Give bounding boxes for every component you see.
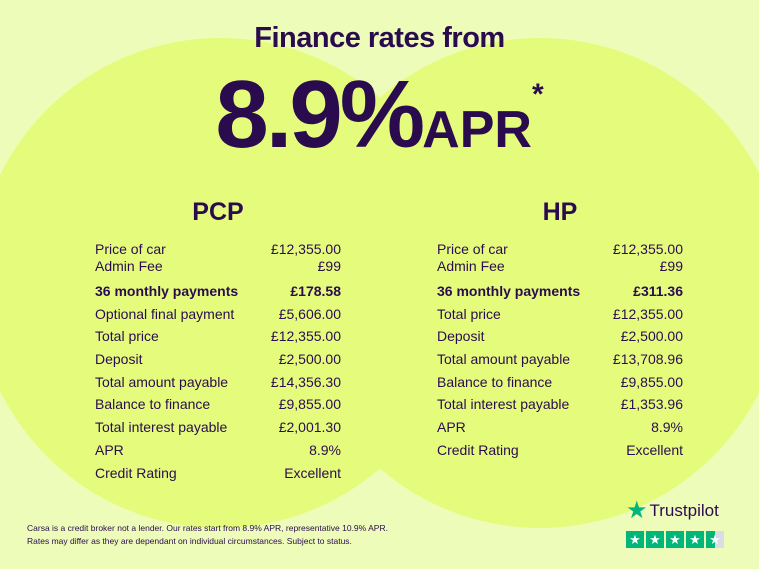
star-icon: ★ <box>686 531 704 548</box>
trustpilot-star-icon: ★ <box>626 497 648 524</box>
disclaimer-line: Rates may differ as they are dependant o… <box>27 536 352 546</box>
row-label: Total interest payable <box>95 419 228 436</box>
row-value: £9,855.00 <box>278 396 341 413</box>
table-row: Total price £12,355.00 <box>95 325 341 348</box>
hp-title: HP <box>542 198 578 226</box>
row-value: 8.9% <box>651 419 683 436</box>
row-value: £5,606.00 <box>278 305 341 322</box>
row-label: Admin Fee <box>437 258 505 274</box>
pcp-title: PCP <box>192 198 244 226</box>
row-value: £12,355.00 <box>270 328 341 345</box>
row-value: £9,855.00 <box>620 373 683 390</box>
row-label: Admin Fee <box>95 258 163 274</box>
row-label: Balance to finance <box>95 396 211 413</box>
disclaimer-line: Carsa is a credit broker not a lender. O… <box>27 523 388 533</box>
row-label: 36 monthly payments <box>437 283 581 299</box>
table-row: Deposit £2,500.00 <box>437 325 683 348</box>
table-row: APR 8.9% <box>437 416 683 439</box>
star-icon: ★ <box>626 531 644 548</box>
table-row: 36 monthly payments £178.58 <box>95 280 341 303</box>
row-label: Total amount payable <box>95 373 229 390</box>
table-row: Total interest payable £2,001.30 <box>95 416 341 439</box>
row-label: Total price <box>437 305 501 322</box>
table-row: 36 monthly payments £311.36 <box>437 280 683 303</box>
star-icon: ★ <box>646 531 664 548</box>
row-label: Price of car <box>95 241 166 257</box>
trustpilot-badge[interactable]: ★ Trustpilot ★ ★ ★ ★ ★ <box>626 496 724 548</box>
table-row: Admin Fee £99 <box>95 258 341 275</box>
rate-marker: * <box>531 78 544 111</box>
row-label: 36 monthly payments <box>95 283 239 299</box>
table-row: Total price £12,355.00 <box>437 303 683 326</box>
table-row: Price of car £12,355.00 <box>437 241 683 258</box>
table-row: Admin Fee £99 <box>437 258 683 275</box>
row-value: £99 <box>659 258 683 274</box>
row-value: £12,355.00 <box>612 241 683 257</box>
half-star-icon: ★ <box>706 531 724 548</box>
row-value: 8.9% <box>309 441 341 458</box>
row-label: Credit Rating <box>437 441 519 458</box>
row-value: Excellent <box>284 464 341 481</box>
headline: Finance rates from <box>254 22 505 54</box>
row-label: APR <box>95 441 124 458</box>
row-value: £2,500.00 <box>278 351 341 368</box>
table-row: Credit Rating Excellent <box>437 439 683 462</box>
rate-value: 8.9% <box>215 61 425 168</box>
row-value: £12,355.00 <box>612 305 683 322</box>
row-value: £14,356.30 <box>270 373 341 390</box>
row-value: £1,353.96 <box>620 396 683 413</box>
table-row: Deposit £2,500.00 <box>95 348 341 371</box>
table-row: Total amount payable £14,356.30 <box>95 371 341 394</box>
row-label: Total price <box>95 328 159 345</box>
row-value: £13,708.96 <box>612 351 683 368</box>
pcp-table: PCP Price of car £12,355.00 Admin Fee £99 36… <box>95 198 341 484</box>
row-value: £311.36 <box>633 283 683 299</box>
hp-table: HP Price of car £12,355.00 Admin Fee £99 36 … <box>437 198 683 462</box>
trustpilot-rating: ★ ★ ★ ★ ★ <box>626 531 724 548</box>
row-label: Optional final payment <box>95 305 235 322</box>
row-label: Total amount payable <box>437 351 571 368</box>
row-value: £12,355.00 <box>270 241 341 257</box>
table-row: Total interest payable £1,353.96 <box>437 393 683 416</box>
star-icon: ★ <box>666 531 684 548</box>
row-label: Price of car <box>437 241 508 257</box>
disclaimer: Carsa is a credit broker not a lender. O… <box>27 522 388 548</box>
row-label: Deposit <box>95 351 143 368</box>
row-value: £99 <box>317 258 341 274</box>
table-row: Balance to finance £9,855.00 <box>95 393 341 416</box>
table-row: Price of car £12,355.00 <box>95 241 341 258</box>
row-label: APR <box>437 419 466 436</box>
table-row: APR 8.9% <box>95 439 341 462</box>
row-label: Total interest payable <box>437 396 570 413</box>
table-row: Credit Rating Excellent <box>95 462 341 485</box>
row-value: £178.58 <box>290 283 341 299</box>
table-row: Balance to finance £9,855.00 <box>437 371 683 394</box>
row-value: Excellent <box>626 441 683 458</box>
row-label: Balance to finance <box>437 373 553 390</box>
trustpilot-name: Trustpilot <box>649 500 719 520</box>
row-value: £2,001.30 <box>278 419 341 436</box>
row-label: Deposit <box>437 328 485 345</box>
background-circle-right <box>295 38 759 528</box>
row-label: Credit Rating <box>95 464 177 481</box>
row-value: £2,500.00 <box>620 328 683 345</box>
table-row: Total amount payable £13,708.96 <box>437 348 683 371</box>
rate-display: 8.9%APR* <box>0 60 759 170</box>
rate-unit: APR <box>422 101 532 159</box>
table-row: Optional final payment £5,606.00 <box>95 303 341 326</box>
